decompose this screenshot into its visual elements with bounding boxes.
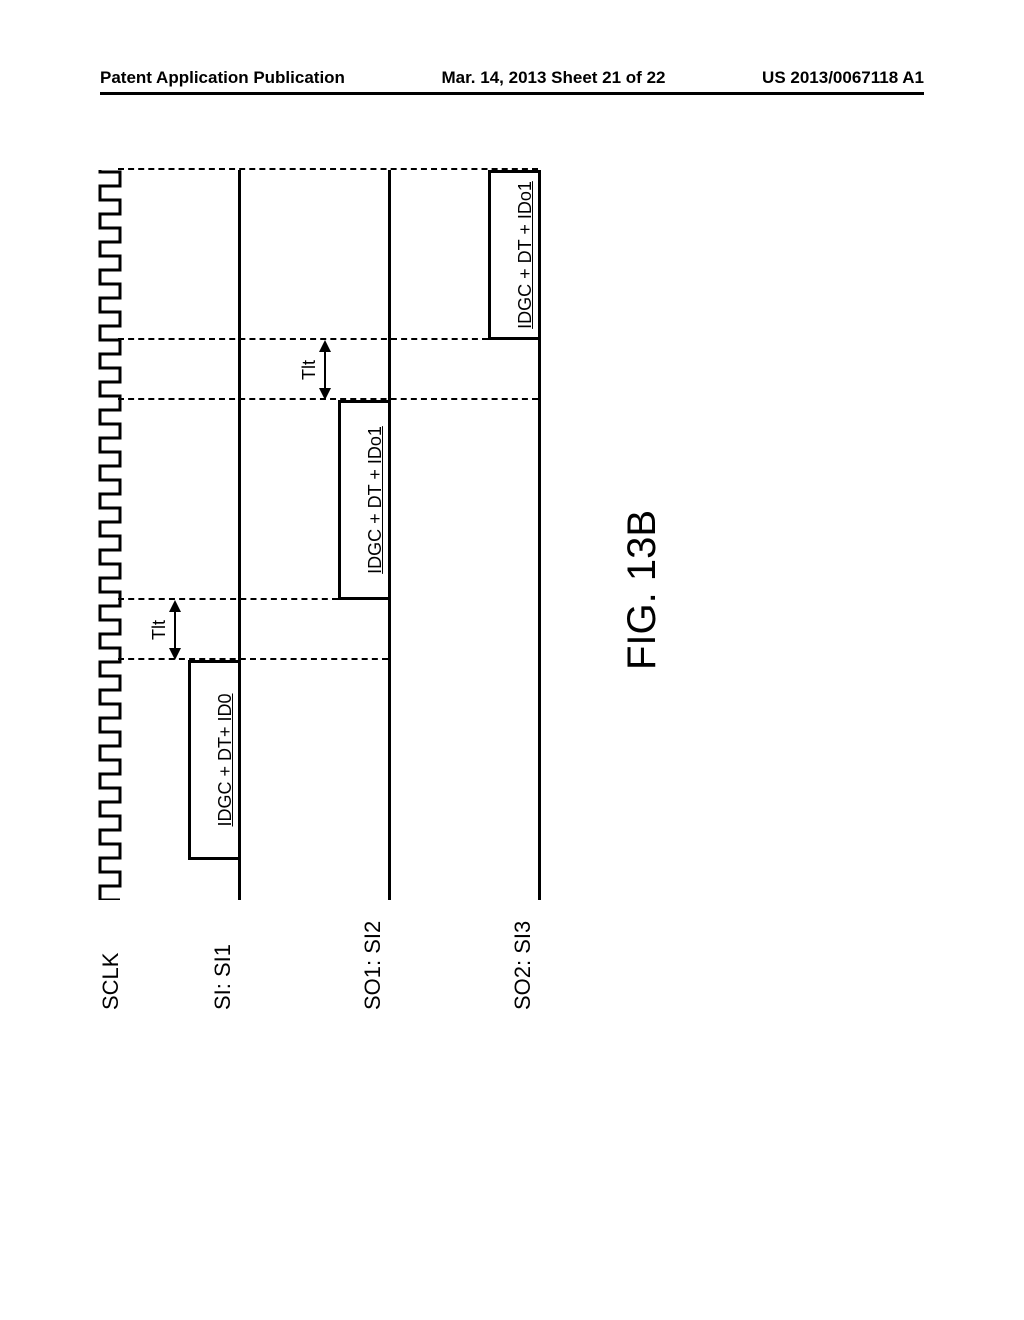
tlt-gap-2: Tlt bbox=[305, 340, 345, 400]
diagram-rotated: SCLK SI: SI1 SO1: SI2 SO2: SI3 IDGC + DT… bbox=[60, 140, 960, 1010]
vdash-5 bbox=[118, 168, 538, 170]
label-si: SI: SI1 bbox=[210, 944, 236, 1010]
vdash-4 bbox=[118, 338, 488, 340]
sclk-waveform bbox=[80, 170, 118, 900]
packet-si: IDGC + DT+ ID0 bbox=[188, 660, 238, 860]
header-left: Patent Application Publication bbox=[100, 68, 345, 88]
packet-so2-text: IDGC + DT + IDo1 bbox=[515, 181, 536, 329]
tlt2-arrow-right bbox=[319, 340, 331, 352]
packet-si-text: IDGC + DT+ ID0 bbox=[215, 693, 236, 826]
header-center: Mar. 14, 2013 Sheet 21 of 22 bbox=[442, 68, 666, 88]
label-so2: SO2: SI3 bbox=[510, 921, 536, 1010]
tlt-gap-1: Tlt bbox=[155, 600, 195, 660]
page: Patent Application Publication Mar. 14, … bbox=[0, 0, 1024, 1320]
tlt1-label: Tlt bbox=[149, 620, 170, 640]
label-sclk: SCLK bbox=[98, 953, 124, 1010]
tlt1-arrow-line bbox=[174, 610, 176, 650]
so2-baseline bbox=[538, 170, 541, 900]
tlt2-arrow-line bbox=[324, 350, 326, 390]
vdash-2 bbox=[118, 598, 338, 600]
header-right: US 2013/0067118 A1 bbox=[762, 68, 924, 88]
si-baseline bbox=[238, 170, 241, 900]
tlt2-label: Tlt bbox=[299, 360, 320, 380]
packet-so2: IDGC + DT + IDo1 bbox=[488, 170, 538, 340]
page-header: Patent Application Publication Mar. 14, … bbox=[100, 68, 924, 88]
figure-label: FIG. 13B bbox=[620, 510, 665, 670]
timing-diagram: SCLK SI: SI1 SO1: SI2 SO2: SI3 IDGC + DT… bbox=[60, 140, 960, 1040]
label-so1: SO1: SI2 bbox=[360, 921, 386, 1010]
tlt1-arrow-right bbox=[169, 600, 181, 612]
packet-so1: IDGC + DT + IDo1 bbox=[338, 400, 388, 600]
packet-so1-text: IDGC + DT + IDo1 bbox=[365, 426, 386, 574]
so1-baseline bbox=[388, 170, 391, 900]
header-rule bbox=[100, 92, 924, 95]
